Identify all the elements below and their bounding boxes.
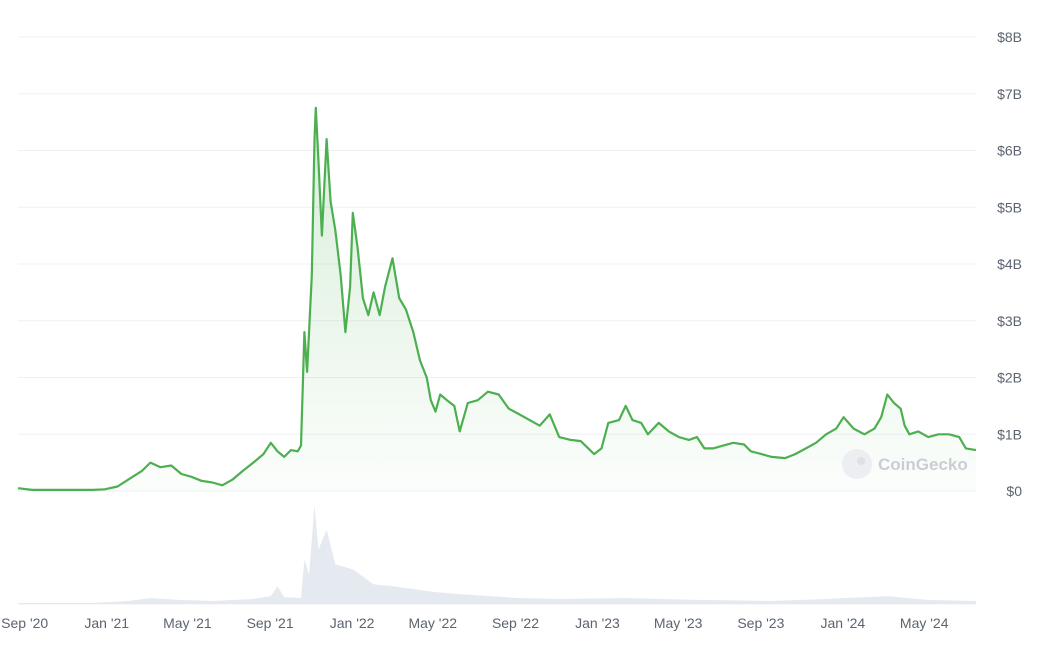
x-tick-label: Jan '22	[330, 615, 375, 631]
y-tick-label: $3B	[997, 313, 1022, 329]
volume-bars	[18, 505, 976, 604]
x-tick-label: May '24	[900, 615, 949, 631]
y-tick-label: $2B	[997, 370, 1022, 386]
y-tick-label: $6B	[997, 143, 1022, 159]
x-tick-label: Jan '24	[821, 615, 866, 631]
series-area	[17, 106, 977, 492]
y-tick-label: $7B	[997, 86, 1022, 102]
coingecko-watermark: CoinGecko	[842, 449, 968, 479]
y-tick-label: $4B	[997, 256, 1022, 272]
x-tick-label: Sep '22	[492, 615, 539, 631]
coingecko-logo-icon	[842, 449, 872, 479]
volume-area	[18, 505, 976, 604]
watermark-text: CoinGecko	[878, 455, 968, 474]
x-tick-label: Sep '23	[737, 615, 784, 631]
y-tick-label: $5B	[997, 199, 1022, 215]
x-tick-label: May '23	[654, 615, 703, 631]
x-tick-label: May '21	[163, 615, 212, 631]
y-tick-label: $0	[1006, 483, 1022, 499]
grid-lines	[18, 36, 976, 605]
series-fill	[18, 107, 976, 492]
x-tick-label: Sep '20	[1, 615, 48, 631]
y-tick-label: $1B	[997, 426, 1022, 442]
x-axis: Sep '20 Jan '21 May '21 Sep '21 Jan '22 May '…	[1, 615, 949, 631]
x-tick-label: Jan '23	[575, 615, 620, 631]
y-tick-label: $8B	[997, 29, 1022, 45]
y-axis: $0 $1B $2B $3B $4B $5B $6B $7B $8B	[997, 29, 1022, 499]
x-tick-label: May '22	[408, 615, 457, 631]
x-tick-label: Jan '21	[84, 615, 129, 631]
x-tick-label: Sep '21	[247, 615, 294, 631]
series-line	[17, 106, 977, 491]
coingecko-logo-eye	[857, 457, 865, 465]
